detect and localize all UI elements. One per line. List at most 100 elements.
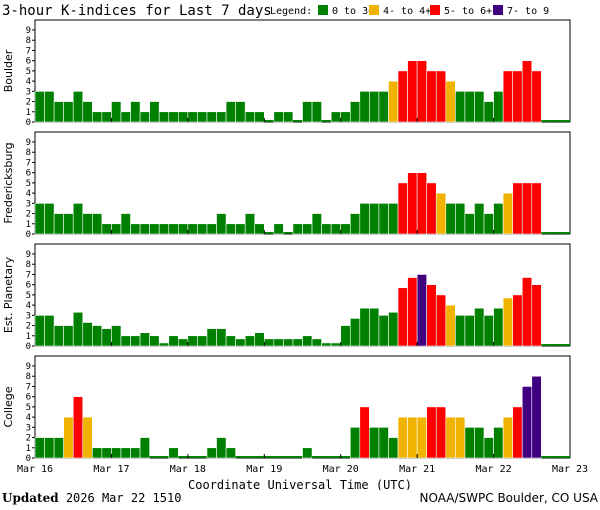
y-tick-label: 0 <box>26 118 31 128</box>
k-bar <box>139 223 150 235</box>
k-bar <box>502 192 513 235</box>
k-bar <box>254 456 265 458</box>
y-tick-label: 3 <box>26 199 31 209</box>
y-tick-label: 9 <box>26 26 31 36</box>
k-bar <box>139 111 150 123</box>
legend-label: Legend: <box>270 6 312 17</box>
k-bar <box>120 111 131 123</box>
y-tick-label: 4 <box>26 189 31 199</box>
k-bar <box>445 416 456 459</box>
k-bar <box>397 182 408 235</box>
updated-value: 2026 Mar 22 1510 <box>65 491 182 505</box>
y-tick-label: 6 <box>26 393 31 403</box>
k-bar <box>187 335 198 347</box>
k-bar <box>120 335 131 347</box>
k-bar <box>416 60 427 123</box>
k-bar <box>397 416 408 459</box>
k-bar <box>101 447 112 459</box>
k-bar <box>92 111 103 123</box>
k-bar <box>92 447 103 459</box>
k-bar <box>388 203 399 235</box>
k-bar <box>416 416 427 459</box>
y-tick-label: 2 <box>26 98 31 108</box>
k-bar <box>187 223 198 235</box>
k-bar <box>254 223 265 235</box>
x-tick-label: Mar 17 <box>93 464 129 475</box>
k-bar <box>474 203 485 235</box>
k-bar <box>445 304 456 347</box>
k-bar <box>72 91 84 123</box>
k-bar <box>369 307 380 347</box>
k-bar <box>130 335 141 347</box>
k-bar <box>512 182 523 235</box>
k-bar <box>550 456 561 458</box>
y-tick-label: 1 <box>26 220 31 230</box>
k-bar <box>264 456 274 458</box>
k-bar <box>369 427 380 459</box>
k-bar <box>541 232 551 234</box>
k-bar <box>445 203 456 235</box>
k-bar <box>197 223 208 235</box>
k-bar <box>521 182 533 235</box>
k-bar <box>512 294 523 347</box>
k-bar <box>292 223 303 235</box>
k-bar <box>92 325 103 347</box>
k-bar <box>168 111 179 123</box>
k-bar <box>92 213 103 235</box>
k-bar <box>34 437 45 459</box>
k-bar <box>225 335 236 347</box>
k-bar <box>206 447 217 459</box>
y-tick-label: 7 <box>26 46 31 56</box>
k-bar <box>302 335 313 347</box>
k-bar <box>502 416 513 459</box>
legend-entry-3: 7- to 9 <box>507 6 549 17</box>
k-bar <box>349 318 361 347</box>
k-bar <box>264 120 274 122</box>
y-tick-label: 9 <box>26 362 31 372</box>
k-bar <box>120 213 131 235</box>
k-bar <box>531 182 542 235</box>
k-bar <box>302 223 313 235</box>
panel-label: Boulder <box>2 49 15 92</box>
k-bar <box>321 120 332 122</box>
y-tick-label: 7 <box>26 158 31 168</box>
k-bar <box>302 101 313 123</box>
k-bar <box>53 437 64 459</box>
legend-entry-2: 5- to 6+ <box>444 6 492 17</box>
y-tick-label: 2 <box>26 434 31 444</box>
k-bar <box>235 223 246 235</box>
k-bar <box>187 456 198 458</box>
legend-swatch-0 <box>318 5 328 15</box>
k-bar <box>130 101 141 123</box>
k-bar <box>426 70 437 123</box>
k-bar <box>541 120 551 122</box>
y-tick-label: 4 <box>26 301 31 311</box>
k-bar <box>72 311 84 347</box>
k-bar <box>254 111 265 123</box>
y-tick-label: 6 <box>26 281 31 291</box>
k-bar <box>426 284 437 347</box>
k-bar <box>521 277 533 347</box>
k-bar <box>72 396 84 459</box>
k-bar <box>541 456 551 458</box>
k-bar <box>149 223 160 235</box>
k-bar <box>130 223 141 235</box>
k-bar <box>149 335 160 347</box>
y-tick-label: 1 <box>26 332 31 342</box>
x-tick-label: Mar 23 <box>552 464 588 475</box>
k-bar <box>483 315 494 347</box>
k-bar <box>158 111 170 123</box>
k-bar <box>158 223 170 235</box>
x-tick-label: Mar 21 <box>399 464 435 475</box>
k-bar <box>197 456 207 458</box>
k-bar <box>331 456 341 458</box>
y-tick-label: 0 <box>26 230 31 240</box>
k-bar <box>206 223 217 235</box>
y-tick-label: 7 <box>26 270 31 280</box>
legend-swatch-1 <box>369 5 379 15</box>
k-bar <box>178 338 189 347</box>
k-bar <box>388 437 399 459</box>
k-bar <box>349 427 361 459</box>
k-bar <box>330 223 342 235</box>
k-bar <box>34 315 45 347</box>
